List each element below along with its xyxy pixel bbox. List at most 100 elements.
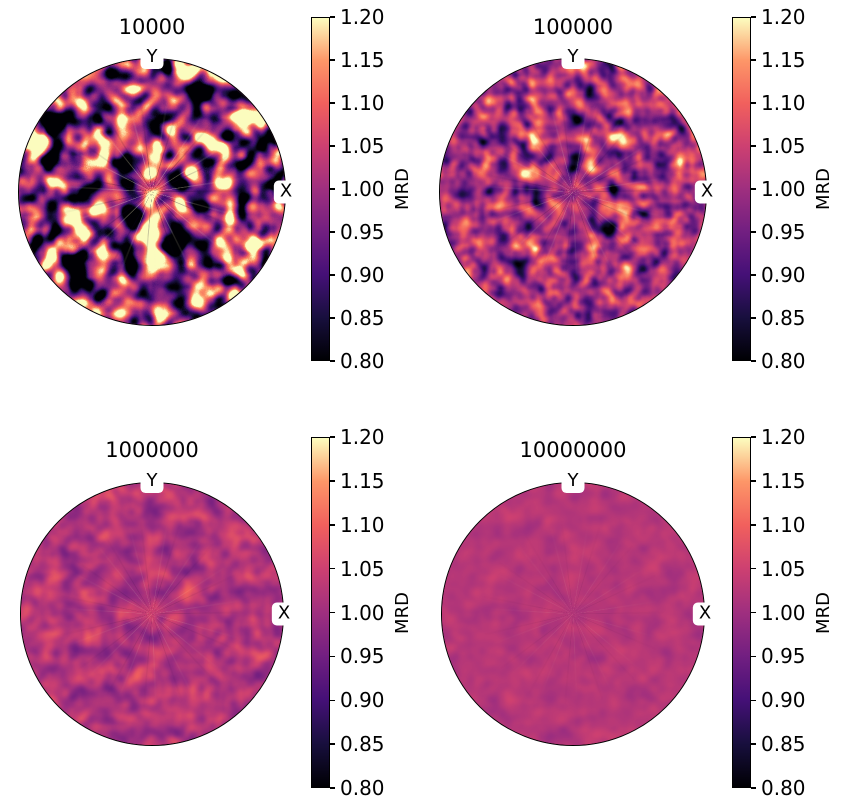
colorbar-tick-mark xyxy=(330,274,335,276)
colorbar-tick-mark xyxy=(330,102,335,104)
y-axis-label: Y xyxy=(561,470,585,494)
pole-figure-disc xyxy=(18,58,286,326)
subplot-title: 1000000 xyxy=(105,438,199,462)
colorbar-tick-label: 1.10 xyxy=(761,91,806,115)
colorbar-tick-mark xyxy=(751,655,756,658)
y-axis-label: Y xyxy=(140,46,164,70)
colorbar-axis-label: MRD xyxy=(392,591,413,634)
colorbar-ticks: 1.20 1.15 1.10 1.05 1.00 0.95 xyxy=(330,7,385,371)
colorbar-tick-mark xyxy=(330,480,335,482)
colorbar-tick-label: 0.90 xyxy=(340,688,385,713)
colorbar-tick-mark xyxy=(751,480,756,482)
colorbar-tick-mark xyxy=(330,59,335,61)
colorbar-tick-label: 0.85 xyxy=(340,306,385,330)
colorbar-tick-label: 1.05 xyxy=(761,134,806,158)
y-axis-label: Y xyxy=(140,470,164,494)
colorbar-tick-label: 1.15 xyxy=(761,468,806,493)
pole-figure: Y X xyxy=(439,46,720,326)
colorbar-tick-label: 1.15 xyxy=(761,48,806,72)
x-axis-label: X xyxy=(694,180,720,204)
colorbar-tick-mark xyxy=(751,102,756,104)
colorbar-tick-mark xyxy=(330,699,335,701)
colorbar-tick-mark xyxy=(330,787,335,789)
colorbar-tick-mark xyxy=(330,145,335,147)
colorbar-tick-label: 0.95 xyxy=(340,644,385,669)
colorbar-tick-label: 0.90 xyxy=(761,263,806,287)
colorbar-tick-label: 0.85 xyxy=(340,732,385,757)
colorbar-tick-mark xyxy=(751,274,756,276)
colorbar-tick-label: 1.00 xyxy=(761,600,806,625)
colorbar: 1.20 1.15 1.10 1.05 1.00 0.95 xyxy=(732,7,841,371)
colorbar-tick-mark xyxy=(751,743,756,745)
colorbar-tick-label: 0.90 xyxy=(761,688,806,713)
subplot-title: 100000 xyxy=(532,15,614,39)
pole-figure-disc xyxy=(441,482,705,746)
colorbar-axis-label: MRD xyxy=(392,168,413,210)
subplot-1000000: 1000000 xyxy=(0,405,420,810)
colorbar-tick-label: 0.85 xyxy=(761,306,806,330)
colorbar-tick-mark xyxy=(330,743,335,745)
colorbar-tick-mark xyxy=(751,524,756,526)
colorbar-tick-mark xyxy=(751,436,756,438)
x-axis-label: X xyxy=(692,602,718,626)
colorbar-tick-label: 0.95 xyxy=(761,644,806,669)
subplot-100000: 100000 xyxy=(421,0,841,405)
pole-density-field xyxy=(442,483,704,745)
colorbar-tick-label: 1.00 xyxy=(340,600,385,625)
colorbar-tick-mark xyxy=(330,360,335,362)
colorbar-tick-label: 0.80 xyxy=(761,349,806,373)
colorbar-tick-mark xyxy=(330,611,335,614)
colorbar-tick-mark xyxy=(751,59,756,61)
colorbar-tick-mark xyxy=(751,567,756,570)
colorbar-gradient xyxy=(311,17,330,361)
colorbar-tick-label: 0.95 xyxy=(340,220,385,244)
colorbar-ticks: 1.20 1.15 1.10 1.05 1.00 0.95 xyxy=(751,427,806,798)
colorbar-tick-mark xyxy=(751,611,756,614)
colorbar-tick-label: 1.10 xyxy=(340,512,385,537)
colorbar-tick-mark xyxy=(751,317,756,319)
pole-figure: Y X xyxy=(18,46,299,326)
colorbar-tick-label: 1.05 xyxy=(761,556,806,581)
subplot-10000: 10000 xyxy=(0,0,420,405)
colorbar-tick-mark xyxy=(330,188,335,190)
colorbar-tick-label: 0.80 xyxy=(761,776,806,800)
colorbar-axis-label: MRD xyxy=(813,168,834,210)
colorbar-tick-mark xyxy=(330,655,335,658)
colorbar-tick-mark xyxy=(330,317,335,319)
pole-figure: Y X xyxy=(441,470,718,746)
colorbar-tick-label: 0.80 xyxy=(340,776,385,800)
subplot-title: 10000 xyxy=(118,15,186,39)
pole-figure: Y X xyxy=(20,470,297,746)
subplot-title: 10000000 xyxy=(519,438,627,462)
pole-density-field xyxy=(440,59,706,325)
colorbar-tick-label: 0.90 xyxy=(340,263,385,287)
colorbar-tick-mark xyxy=(330,567,335,570)
colorbar-tick-mark xyxy=(751,16,756,18)
colorbar-ticks: 1.20 1.15 1.10 1.05 1.00 0.95 xyxy=(751,7,806,371)
colorbar-tick-mark xyxy=(751,188,756,190)
colorbar-tick-label: 1.05 xyxy=(340,556,385,581)
colorbar-tick-mark xyxy=(751,360,756,362)
colorbar: 1.20 1.15 1.10 1.05 1.00 0.95 xyxy=(311,7,421,371)
colorbar-tick-label: 1.00 xyxy=(761,177,806,201)
pole-density-field xyxy=(19,59,285,325)
colorbar-tick-mark xyxy=(330,524,335,526)
colorbar-tick-mark xyxy=(330,436,335,438)
colorbar-ticks: 1.20 1.15 1.10 1.05 1.00 0.95 xyxy=(330,427,385,798)
colorbar-gradient xyxy=(732,437,751,788)
colorbar-tick-mark xyxy=(751,699,756,701)
colorbar-gradient xyxy=(732,17,751,361)
colorbar-tick-label: 1.10 xyxy=(761,512,806,537)
colorbar-tick-label: 1.15 xyxy=(340,468,385,493)
colorbar-axis-label: MRD xyxy=(813,591,834,634)
colorbar: 1.20 1.15 1.10 1.05 1.00 0.95 xyxy=(732,427,841,798)
subplot-10000000: 10000000 xyxy=(421,405,841,810)
colorbar-tick-label: 1.20 xyxy=(761,5,806,29)
colorbar-tick-label: 0.95 xyxy=(761,220,806,244)
colorbar-tick-label: 1.15 xyxy=(340,48,385,72)
x-axis-label: X xyxy=(273,180,299,204)
colorbar-tick-mark xyxy=(751,145,756,147)
colorbar-tick-label: 0.85 xyxy=(761,732,806,757)
colorbar-tick-label: 1.20 xyxy=(340,425,385,449)
